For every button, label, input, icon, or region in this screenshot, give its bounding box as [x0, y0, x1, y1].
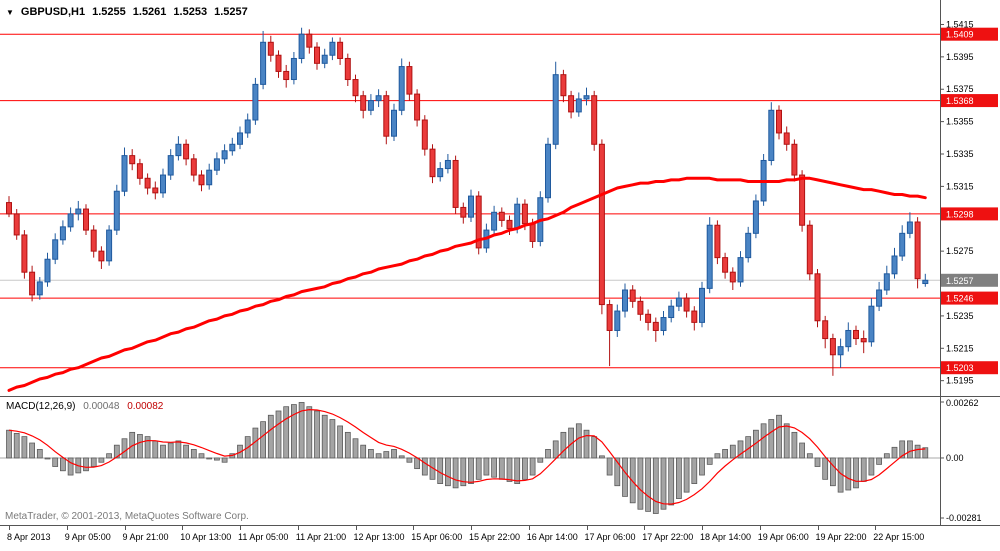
- svg-text:1.5215: 1.5215: [946, 343, 974, 353]
- time-label: 19 Apr 06:00: [757, 532, 809, 542]
- time-label: 9 Apr 21:00: [122, 532, 169, 542]
- macd-signal-line: [8, 408, 926, 505]
- svg-text:1.5235: 1.5235: [946, 311, 974, 321]
- svg-text:1.5395: 1.5395: [946, 52, 974, 62]
- time-tick: [297, 526, 299, 530]
- time-tick: [413, 526, 415, 530]
- symbol-timeframe-label: GBPUSD,H1: [20, 6, 86, 18]
- time-tick: [182, 526, 184, 530]
- svg-text:1.5368: 1.5368: [946, 96, 974, 106]
- time-label: 12 Apr 13:00: [353, 532, 405, 542]
- time-tick: [759, 526, 761, 530]
- time-axis[interactable]: 8 Apr 2013 9 Apr 05:00 9 Apr 21:00 10 Apr 1…: [0, 526, 1000, 551]
- macd-indicator-chart[interactable]: 0.00262 0.00 -0.00281: [0, 396, 1000, 526]
- time-label: 10 Apr 13:00: [180, 532, 232, 542]
- macd-histogram: [6, 402, 929, 514]
- svg-text:1.5375: 1.5375: [946, 84, 974, 94]
- quote-close-value: 1.5257: [214, 6, 248, 18]
- time-label: 15 Apr 22:00: [469, 532, 521, 542]
- price-level-tag: 1.5409: [941, 27, 998, 41]
- candlestick-chart[interactable]: 1.5415 1.5395 1.5375 1.5355 1.5335 1.5315 1.52…: [0, 0, 1000, 396]
- macd-axis[interactable]: 0.00262 0.00 -0.00281: [940, 396, 982, 526]
- watermark: MetaTrader, © 2001-2013, MetaQuotes Soft…: [5, 511, 249, 522]
- time-tick: [66, 526, 68, 530]
- price-axis[interactable]: 1.5415 1.5395 1.5375 1.5355 1.5335 1.5315 1.52…: [940, 0, 974, 396]
- time-label: 16 Apr 14:00: [526, 532, 578, 542]
- quote-low-value: 1.5253: [173, 6, 208, 18]
- time-tick: [471, 526, 472, 530]
- time-label: 18 Apr 14:00: [700, 532, 752, 542]
- time-label: 15 Apr 06:00: [411, 532, 463, 542]
- time-tick: [644, 526, 646, 530]
- time-tick: [124, 526, 126, 530]
- time-tick: [240, 526, 241, 530]
- price-level-tag: 1.5246: [941, 291, 998, 305]
- price-level-tag: 1.5368: [941, 94, 998, 108]
- indicator-label: MACD(12,26,9) 0.00048 0.00082: [6, 401, 168, 412]
- price-level-tag: 1.5203: [941, 361, 998, 375]
- svg-text:0.00: 0.00: [946, 453, 964, 463]
- time-label: 11 Apr 05:00: [238, 532, 289, 542]
- svg-text:1.5409: 1.5409: [946, 30, 974, 40]
- indicator-name: MACD(12,26,9): [6, 401, 76, 412]
- quote-open-value: 1.5255: [92, 6, 126, 18]
- time-tick: [9, 526, 10, 530]
- quote-high-value: 1.5261: [132, 6, 167, 18]
- svg-text:1.5257: 1.5257: [946, 276, 974, 286]
- time-label: 17 Apr 22:00: [642, 532, 694, 542]
- svg-text:-0.00281: -0.00281: [946, 513, 982, 523]
- time-label: 19 Apr 22:00: [815, 532, 867, 542]
- time-label: 8 Apr 2013: [7, 532, 51, 542]
- time-tick: [702, 526, 703, 530]
- time-tick: [875, 526, 877, 530]
- svg-text:1.5335: 1.5335: [946, 149, 974, 159]
- time-tick: [528, 526, 530, 530]
- indicator-main-value: 0.00048: [83, 401, 120, 412]
- svg-text:1.5203: 1.5203: [946, 363, 974, 373]
- svg-text:0.00262: 0.00262: [946, 398, 979, 408]
- time-tick: [817, 526, 819, 530]
- price-level-tag: 1.5298: [941, 207, 998, 221]
- chart-header: ▼ GBPUSD,H1 1.5255 1.5261 1.5253 1.5257: [6, 6, 248, 18]
- time-label: 11 Apr 21:00: [295, 532, 347, 542]
- time-label: 22 Apr 15:00: [873, 532, 925, 542]
- time-label: 17 Apr 06:00: [584, 532, 636, 542]
- price-level-lines[interactable]: [0, 33, 940, 369]
- svg-text:1.5246: 1.5246: [946, 294, 974, 304]
- svg-text:1.5275: 1.5275: [946, 246, 974, 256]
- time-tick: [355, 526, 357, 530]
- time-tick: [586, 526, 588, 530]
- candles: [6, 27, 929, 376]
- current-price-tag: 1.5257: [941, 273, 998, 287]
- svg-text:1.5315: 1.5315: [946, 181, 974, 191]
- indicator-signal-value: 0.00082: [127, 401, 164, 412]
- svg-text:1.5298: 1.5298: [946, 209, 974, 219]
- moving-average-line: [7, 176, 927, 392]
- symbol-dropdown-icon[interactable]: ▼: [6, 7, 14, 17]
- svg-text:1.5415: 1.5415: [946, 19, 974, 29]
- time-label: 9 Apr 05:00: [64, 532, 111, 542]
- svg-text:1.5355: 1.5355: [946, 117, 974, 127]
- svg-text:1.5195: 1.5195: [946, 376, 974, 386]
